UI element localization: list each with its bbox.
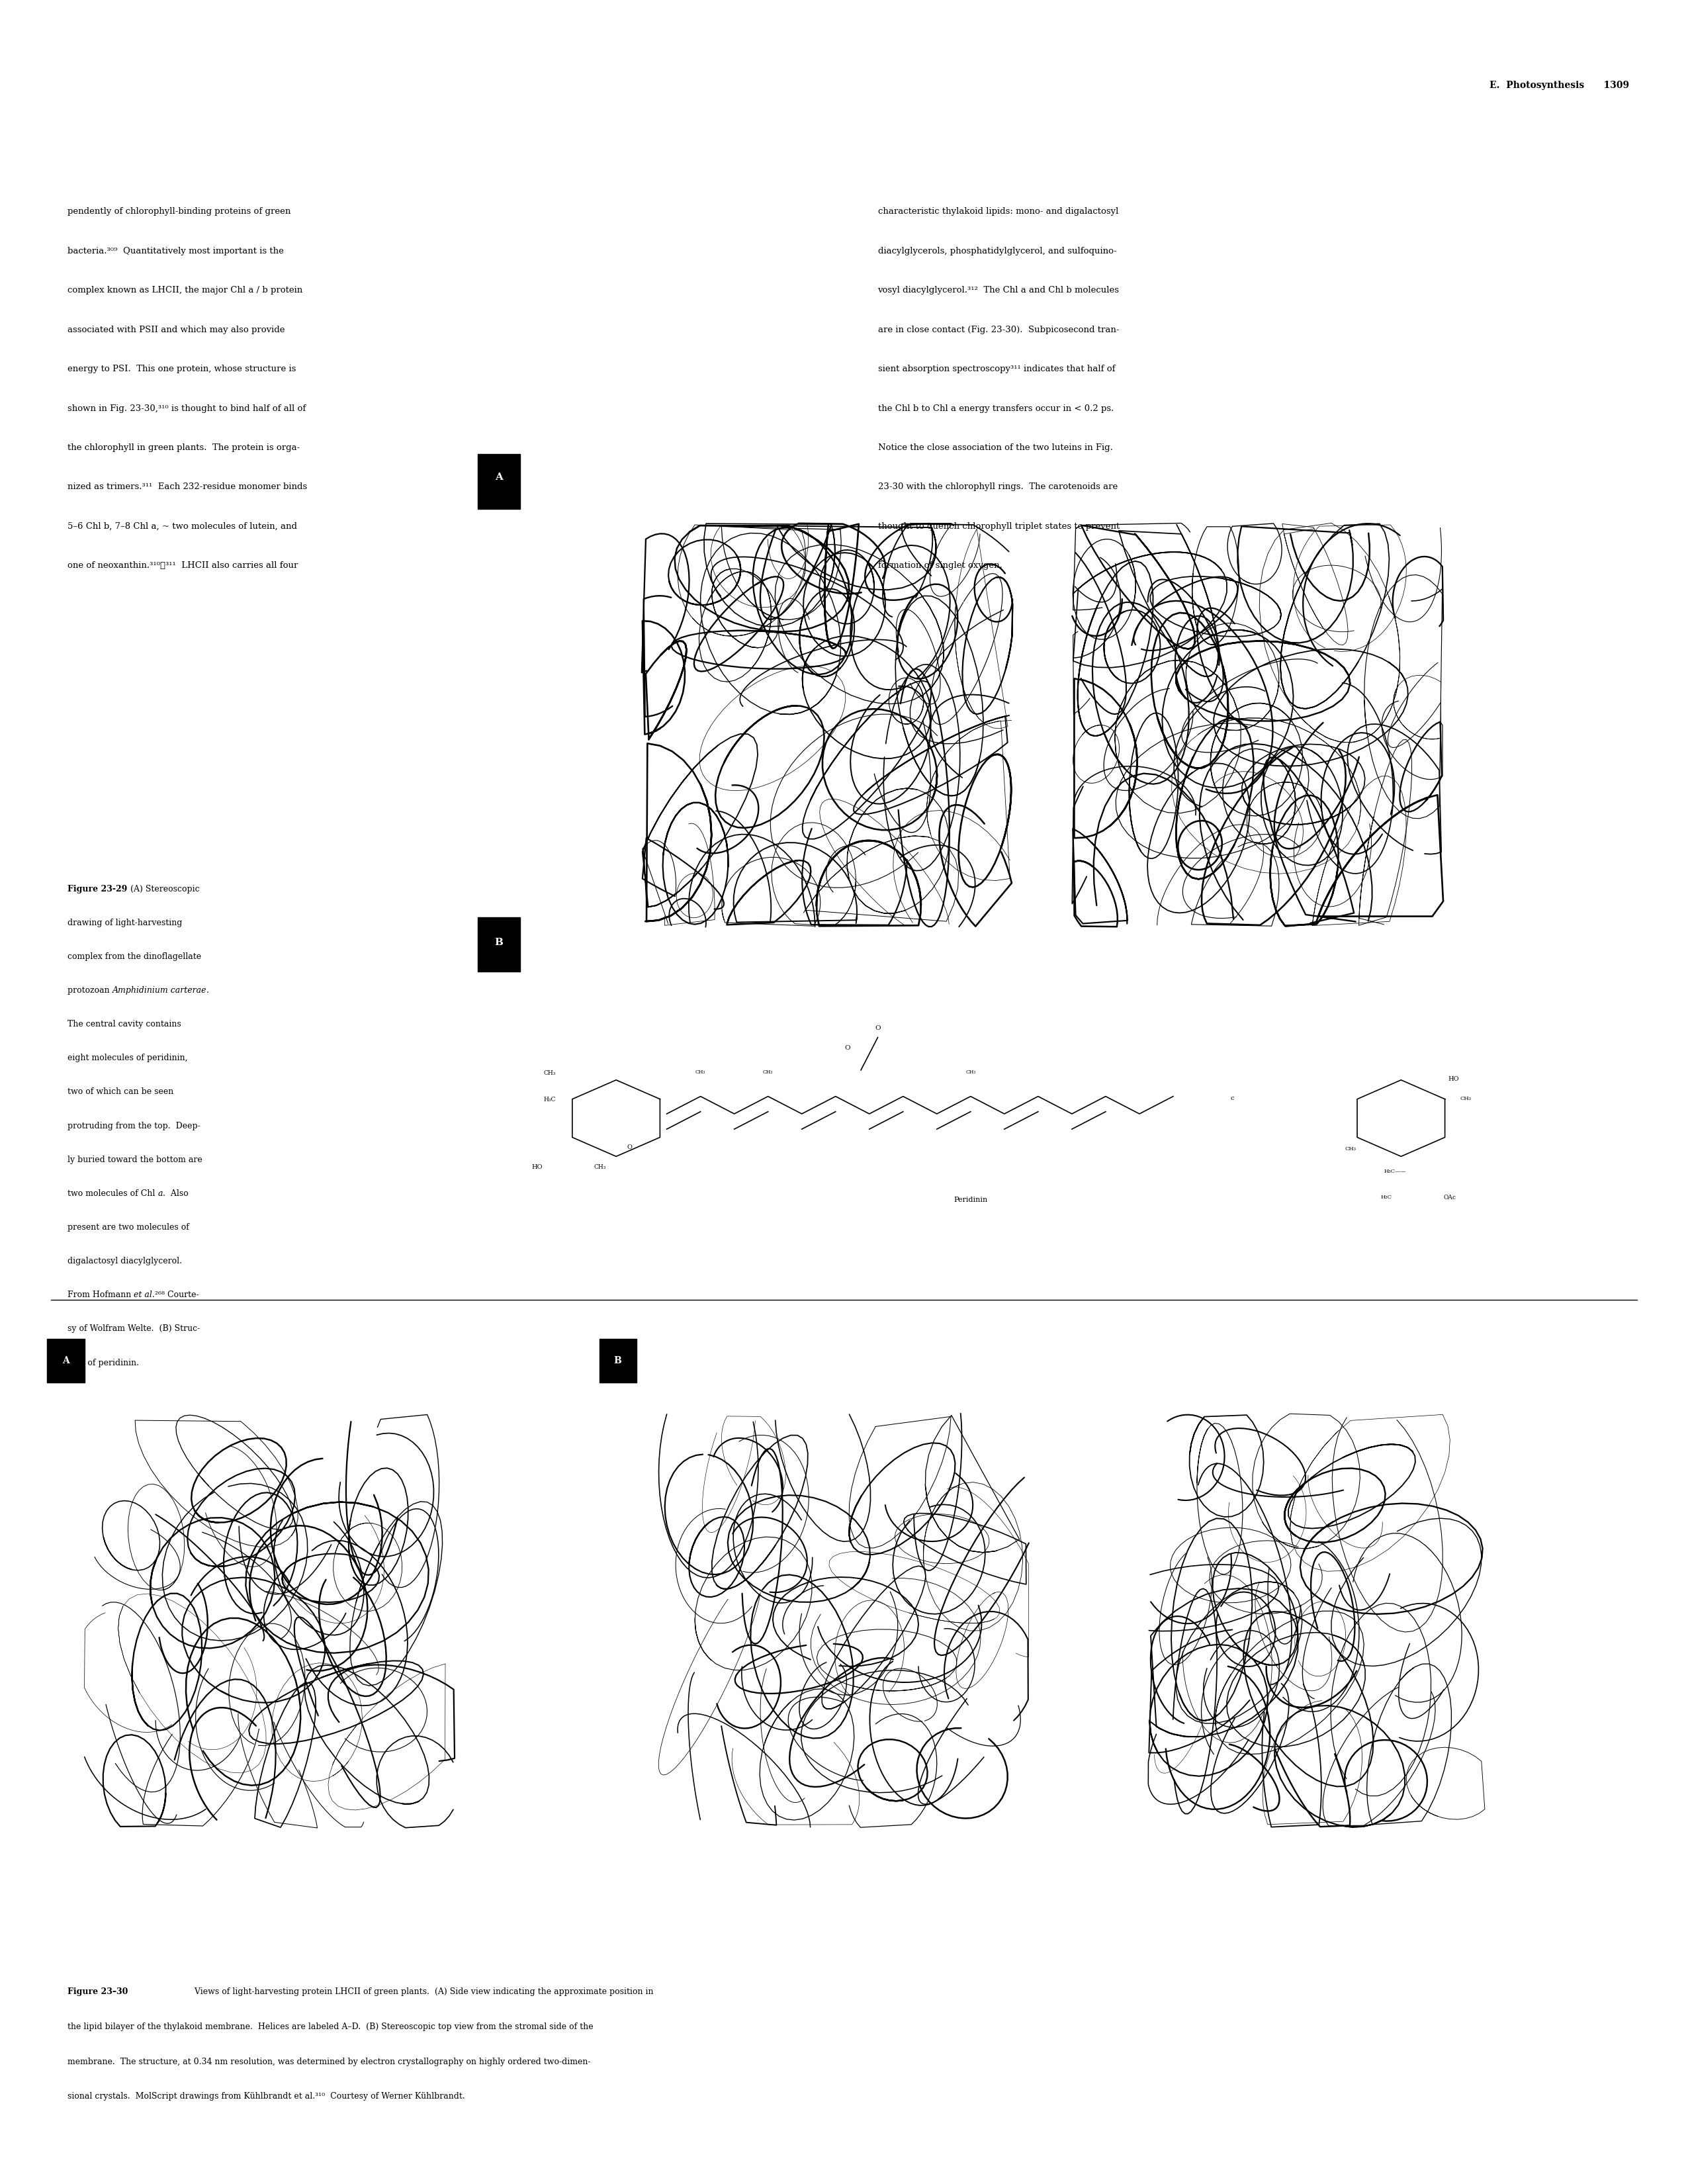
Text: ture of peridinin.: ture of peridinin. bbox=[68, 1358, 138, 1367]
Text: membrane.  The structure, at 0.34 nm resolution, was determined by electron crys: membrane. The structure, at 0.34 nm reso… bbox=[68, 2057, 591, 2066]
Text: energy to PSI.  This one protein, whose structure is: energy to PSI. This one protein, whose s… bbox=[68, 365, 295, 373]
Text: a: a bbox=[157, 1188, 162, 1197]
FancyBboxPatch shape bbox=[478, 917, 520, 972]
Text: protozoan: protozoan bbox=[68, 987, 113, 994]
Text: two molecules of Chl: two molecules of Chl bbox=[68, 1188, 157, 1197]
Text: complex known as LHCII, the major Chl a / b protein: complex known as LHCII, the major Chl a … bbox=[68, 286, 302, 295]
Text: two of which can be seen: two of which can be seen bbox=[68, 1088, 174, 1096]
Text: nized as trimers.³¹¹  Each 232-residue monomer binds: nized as trimers.³¹¹ Each 232-residue mo… bbox=[68, 483, 307, 491]
Text: CH₃: CH₃ bbox=[763, 1070, 773, 1075]
Text: bacteria.³⁰⁹  Quantitatively most important is the: bacteria.³⁰⁹ Quantitatively most importa… bbox=[68, 247, 284, 256]
Text: CH₃: CH₃ bbox=[966, 1070, 976, 1075]
Text: thought to quench chlorophyll triplet states to prevent: thought to quench chlorophyll triplet st… bbox=[878, 522, 1119, 531]
Text: et al.: et al. bbox=[133, 1291, 155, 1299]
Text: (A) Stereoscopic: (A) Stereoscopic bbox=[130, 885, 199, 893]
Text: Figure 23–30: Figure 23–30 bbox=[68, 1987, 128, 1996]
Text: ²⁶⁸ Courte-: ²⁶⁸ Courte- bbox=[155, 1291, 199, 1299]
Text: shown in Fig. 23-30,³¹⁰ is thought to bind half of all of: shown in Fig. 23-30,³¹⁰ is thought to bi… bbox=[68, 404, 306, 413]
Text: complex from the dinoflagellate: complex from the dinoflagellate bbox=[68, 952, 201, 961]
Text: B: B bbox=[495, 937, 503, 948]
Text: .: . bbox=[206, 987, 209, 994]
Text: protruding from the top.  Deep-: protruding from the top. Deep- bbox=[68, 1123, 201, 1129]
Text: CH₃: CH₃ bbox=[544, 1070, 555, 1077]
Text: B: B bbox=[614, 1356, 621, 1365]
Text: are in close contact (Fig. 23-30).  Subpicosecond tran-: are in close contact (Fig. 23-30). Subpi… bbox=[878, 325, 1119, 334]
Text: pendently of chlorophyll-binding proteins of green: pendently of chlorophyll-binding protein… bbox=[68, 207, 290, 216]
Text: associated with PSII and which may also provide: associated with PSII and which may also … bbox=[68, 325, 285, 334]
Text: Notice the close association of the two luteins in Fig.: Notice the close association of the two … bbox=[878, 443, 1112, 452]
Text: CH₃: CH₃ bbox=[695, 1070, 706, 1075]
Text: ly buried toward the bottom are: ly buried toward the bottom are bbox=[68, 1155, 203, 1164]
Text: sient absorption spectroscopy³¹¹ indicates that half of: sient absorption spectroscopy³¹¹ indicat… bbox=[878, 365, 1116, 373]
Text: A: A bbox=[495, 472, 503, 483]
Text: vosyl diacylglycerol.³¹²  The Chl a and Chl b molecules: vosyl diacylglycerol.³¹² The Chl a and C… bbox=[878, 286, 1119, 295]
Text: O: O bbox=[844, 1046, 851, 1051]
Text: present are two molecules of: present are two molecules of bbox=[68, 1223, 189, 1232]
Text: 23-30 with the chlorophyll rings.  The carotenoids are: 23-30 with the chlorophyll rings. The ca… bbox=[878, 483, 1117, 491]
Text: E.  Photosynthesis      1309: E. Photosynthesis 1309 bbox=[1489, 81, 1629, 90]
Text: characteristic thylakoid lipids: mono- and digalactosyl: characteristic thylakoid lipids: mono- a… bbox=[878, 207, 1117, 216]
Text: HO: HO bbox=[1448, 1077, 1458, 1081]
Text: O: O bbox=[874, 1024, 881, 1031]
Text: H₃C——: H₃C—— bbox=[1384, 1168, 1406, 1173]
Text: sional crystals.  MolScript drawings from Kühlbrandt et al.³¹⁰  Courtesy of Wern: sional crystals. MolScript drawings from… bbox=[68, 2092, 464, 2101]
Text: drawing of light-harvesting: drawing of light-harvesting bbox=[68, 917, 182, 926]
Text: CH₃: CH₃ bbox=[1345, 1147, 1355, 1151]
Text: .  Also: . Also bbox=[162, 1188, 189, 1197]
FancyBboxPatch shape bbox=[478, 454, 520, 509]
Text: eight molecules of peridinin,: eight molecules of peridinin, bbox=[68, 1055, 187, 1061]
Text: HO: HO bbox=[532, 1164, 542, 1171]
Text: digalactosyl diacylglycerol.: digalactosyl diacylglycerol. bbox=[68, 1258, 182, 1265]
Text: one of neoxanthin.³¹⁰，³¹¹  LHCII also carries all four: one of neoxanthin.³¹⁰，³¹¹ LHCII also car… bbox=[68, 561, 299, 570]
FancyBboxPatch shape bbox=[47, 1339, 84, 1382]
Text: Amphidinium carterae: Amphidinium carterae bbox=[113, 987, 206, 994]
Text: OAc: OAc bbox=[1443, 1195, 1455, 1201]
Text: the lipid bilayer of the thylakoid membrane.  Helices are labeled A–D.  (B) Ster: the lipid bilayer of the thylakoid membr… bbox=[68, 2022, 592, 2031]
Text: The central cavity contains: The central cavity contains bbox=[68, 1020, 181, 1029]
Text: H₃C: H₃C bbox=[1381, 1195, 1393, 1199]
Text: sy of Wolfram Welte.  (B) Struc-: sy of Wolfram Welte. (B) Struc- bbox=[68, 1324, 199, 1332]
FancyBboxPatch shape bbox=[599, 1339, 636, 1382]
Text: CH₃: CH₃ bbox=[594, 1164, 606, 1171]
Text: 5–6 Chl b, 7–8 Chl a, ~ two molecules of lutein, and: 5–6 Chl b, 7–8 Chl a, ~ two molecules of… bbox=[68, 522, 297, 531]
Text: the Chl b to Chl a energy transfers occur in < 0.2 ps.: the Chl b to Chl a energy transfers occu… bbox=[878, 404, 1114, 413]
Text: O: O bbox=[626, 1144, 633, 1151]
Text: formation of singlet oxygen.: formation of singlet oxygen. bbox=[878, 561, 1003, 570]
Text: Peridinin: Peridinin bbox=[954, 1197, 987, 1203]
Text: the chlorophyll in green plants.  The protein is orga-: the chlorophyll in green plants. The pro… bbox=[68, 443, 300, 452]
Text: From Hofmann: From Hofmann bbox=[68, 1291, 133, 1299]
Text: Views of light-harvesting protein LHCII of green plants.  (A) Side view indicati: Views of light-harvesting protein LHCII … bbox=[189, 1987, 653, 1996]
Text: c: c bbox=[1231, 1096, 1234, 1101]
Text: diacylglycerols, phosphatidylglycerol, and sulfoquino-: diacylglycerols, phosphatidylglycerol, a… bbox=[878, 247, 1116, 256]
Text: H₃C: H₃C bbox=[544, 1096, 555, 1103]
Text: Figure 23-29: Figure 23-29 bbox=[68, 885, 130, 893]
Text: CH₃: CH₃ bbox=[1460, 1096, 1472, 1101]
Text: A: A bbox=[62, 1356, 69, 1365]
